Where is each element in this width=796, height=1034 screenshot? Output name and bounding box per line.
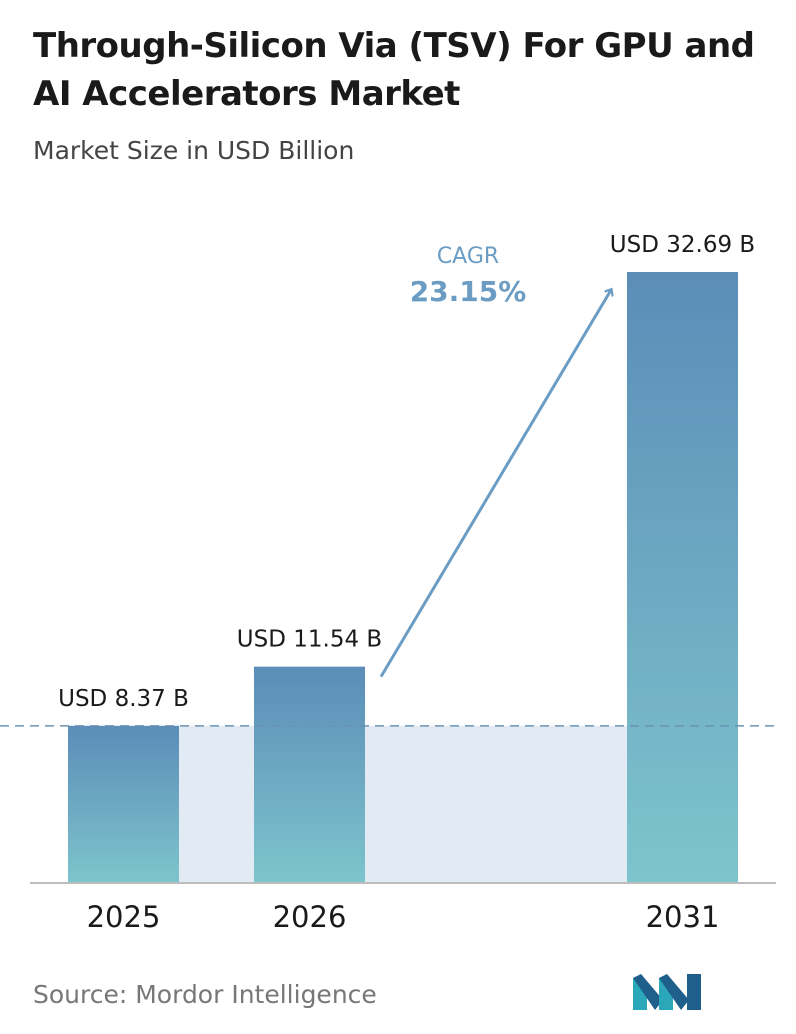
cagr-arrow (379, 290, 611, 678)
baseline-band (179, 725, 254, 882)
x-tick-label-2025: 2025 (87, 900, 161, 934)
data-label-2031: USD 32.69 B (610, 232, 755, 258)
bar-chart: USD 8.37 B 2025 USD 11.54 B 2026 USD 32.69 B… (0, 232, 780, 934)
chart-title: Through-Silicon Via (TSV) For GPU and AI… (33, 26, 755, 114)
x-tick-label-2031: 2031 (646, 900, 720, 934)
mordor-intelligence-logo-icon (633, 974, 701, 1010)
data-label-2025: USD 8.37 B (58, 686, 189, 712)
data-label-2026: USD 11.54 B (237, 627, 382, 653)
cagr-value: 23.15% (410, 275, 527, 308)
baseline-band (365, 725, 627, 882)
bar-2026 (254, 666, 365, 882)
x-tick-label-2026: 2026 (273, 900, 347, 934)
cagr-label: CAGR (437, 244, 499, 269)
chart-subtitle: Market Size in USD Billion (33, 136, 355, 165)
source-note: Source: Mordor Intelligence (33, 980, 377, 1009)
bar-2025 (68, 725, 179, 882)
bar-2031 (627, 272, 738, 882)
